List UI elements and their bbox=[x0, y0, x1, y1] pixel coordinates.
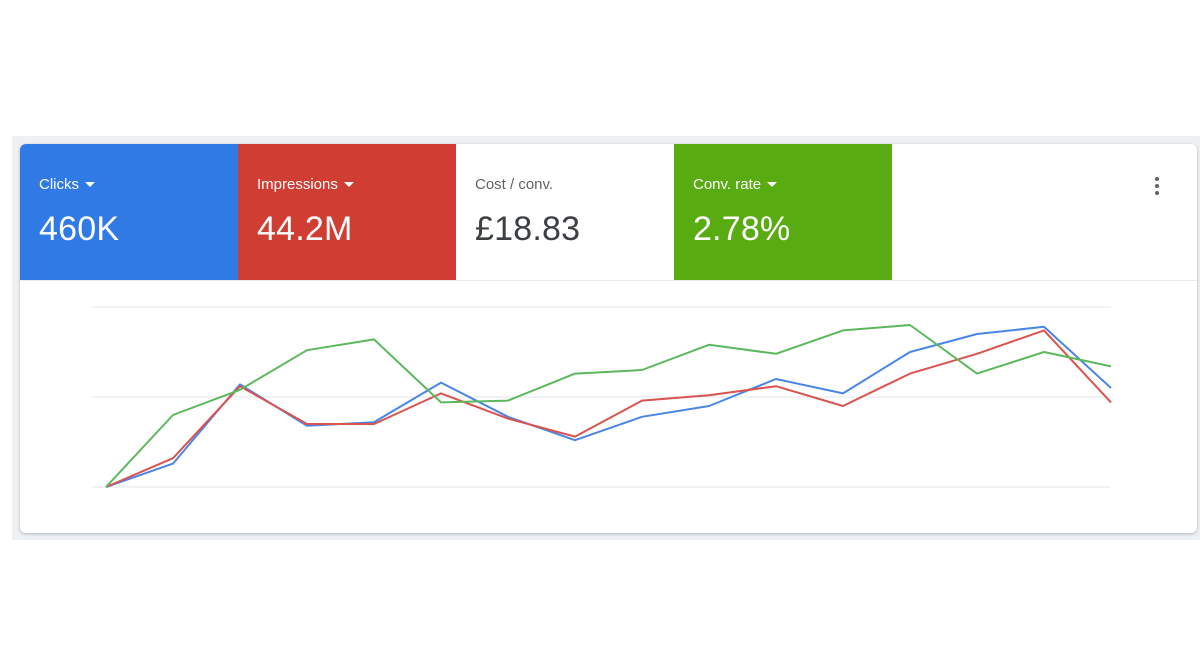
metric-label-text: Conv. rate bbox=[693, 175, 762, 193]
metric-tile-conv-rate[interactable]: Conv. rate 2.78% bbox=[674, 144, 892, 281]
caret-down-icon[interactable] bbox=[85, 181, 95, 187]
metric-label-text: Impressions bbox=[257, 175, 338, 193]
metric-label-impressions[interactable]: Impressions bbox=[257, 175, 456, 193]
caret-down-icon[interactable] bbox=[343, 181, 354, 187]
metric-label-text: Cost / conv. bbox=[475, 175, 554, 193]
dot bbox=[1155, 184, 1159, 188]
series-line-1 bbox=[105, 329, 1112, 488]
metric-label-text: Clicks bbox=[39, 175, 79, 193]
more-vert-icon[interactable] bbox=[1145, 174, 1169, 198]
dot bbox=[1155, 191, 1159, 195]
metric-tile-cost-per-conv[interactable]: Cost / conv. £18.83 bbox=[456, 144, 674, 281]
series-line-0 bbox=[105, 325, 1112, 488]
metric-tiles: Clicks 460K Impressions 44.2M Cost / con… bbox=[20, 144, 892, 281]
metric-tile-clicks[interactable]: Clicks 460K bbox=[20, 144, 238, 281]
metric-value-cost-per-conv: £18.83 bbox=[475, 210, 581, 248]
series-line-2 bbox=[105, 324, 1112, 488]
caret-down-icon[interactable] bbox=[767, 181, 778, 187]
divider bbox=[20, 280, 1197, 281]
metric-label-clicks[interactable]: Clicks bbox=[39, 175, 238, 193]
metric-label-cost-per-conv[interactable]: Cost / conv. bbox=[475, 175, 674, 193]
metric-value-clicks: 460K bbox=[39, 210, 120, 248]
performance-card: Clicks 460K Impressions 44.2M Cost / con… bbox=[20, 144, 1197, 533]
metric-value-impressions: 44.2M bbox=[257, 210, 353, 248]
dot bbox=[1155, 177, 1159, 181]
metric-value-conv-rate: 2.78% bbox=[693, 210, 791, 248]
metric-tile-impressions[interactable]: Impressions 44.2M bbox=[238, 144, 456, 281]
line-chart bbox=[92, 306, 1112, 488]
metric-label-conv-rate[interactable]: Conv. rate bbox=[693, 175, 892, 193]
